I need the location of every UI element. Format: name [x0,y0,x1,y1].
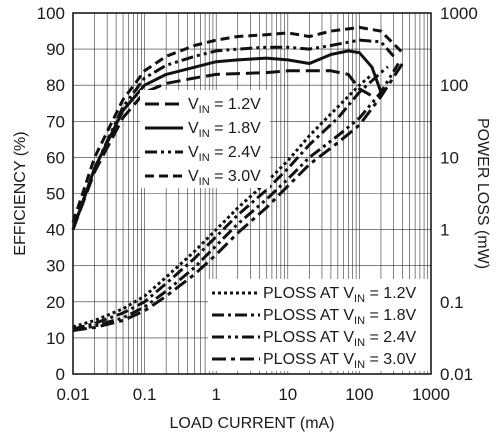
efficiency-legend-box [140,90,270,188]
y-right-tick-label: 1 [440,221,449,240]
y-left-tick-label: 100 [37,4,65,23]
y-right-tick-label: 0.01 [440,365,473,384]
x-axis-title: LOAD CURRENT (mA) [169,415,334,432]
efficiency-legend-label: VIN = 3.0V [188,168,261,188]
plot-frame [72,12,432,375]
efficiency-curve-4 [71,25,404,223]
y-left-tick-label: 0 [56,365,65,384]
efficiency-curve-3 [71,38,395,231]
efficiency-legend-label: VIN = 1.8V [188,120,261,140]
power-loss-legend-label: PLOSS AT VIN = 1.8V [263,307,416,327]
efficiency-legend-label: VIN = 1.2V [188,96,261,116]
power-loss-legend-label: PLOSS AT VIN = 1.2V [263,285,416,305]
tick-labels: 0.01 0.1 1 10 100 100001020304050607080901000… [37,4,478,404]
x-tick-label: 10 [278,385,297,404]
y-left-tick-label: 30 [46,257,65,276]
y-left-tick-label: 40 [46,221,65,240]
y-right-tick-label: 0.1 [440,293,464,312]
y-left-tick-label: 70 [46,112,65,131]
y-left-tick-label: 50 [46,185,65,204]
power-loss-curve-1 [72,73,373,329]
y-left-tick-label: 80 [46,76,65,95]
y-right-tick-label: 100 [440,76,468,95]
power-loss-legend-label: PLOSS AT VIN = 2.4V [263,329,416,349]
x-tick-label: 1 [211,385,220,404]
power-loss-legend-label: PLOSS AT VIN = 3.0V [263,351,416,371]
efficiency-curve-2 [71,49,383,231]
y-left-tick-label: 60 [46,148,65,167]
y-left-tick-label: 10 [46,329,65,348]
y-axis-right-title: POWER LOSS (mW) [474,118,491,269]
legends: VIN = 1.2V VIN = 1.8V VIN = 2.4V VIN = 3.0V… [140,90,430,371]
y-left-tick-label: 20 [46,293,65,312]
efficiency-legend-label: VIN = 2.4V [188,144,261,164]
y-left-tick-label: 90 [46,40,65,59]
x-tick-label: 0.1 [133,385,157,404]
y-axis-left-title: EFFICIENCY (%) [12,131,29,255]
efficiency-curve-1 [71,69,373,231]
x-tick-label: 1000 [412,385,450,404]
x-tick-label: 0.01 [56,385,89,404]
y-right-tick-label: 10 [440,148,459,167]
power-loss-curve-4 [72,62,404,332]
x-tick-label: 100 [345,385,373,404]
curves [71,25,404,332]
y-right-tick-label: 1000 [440,4,478,23]
